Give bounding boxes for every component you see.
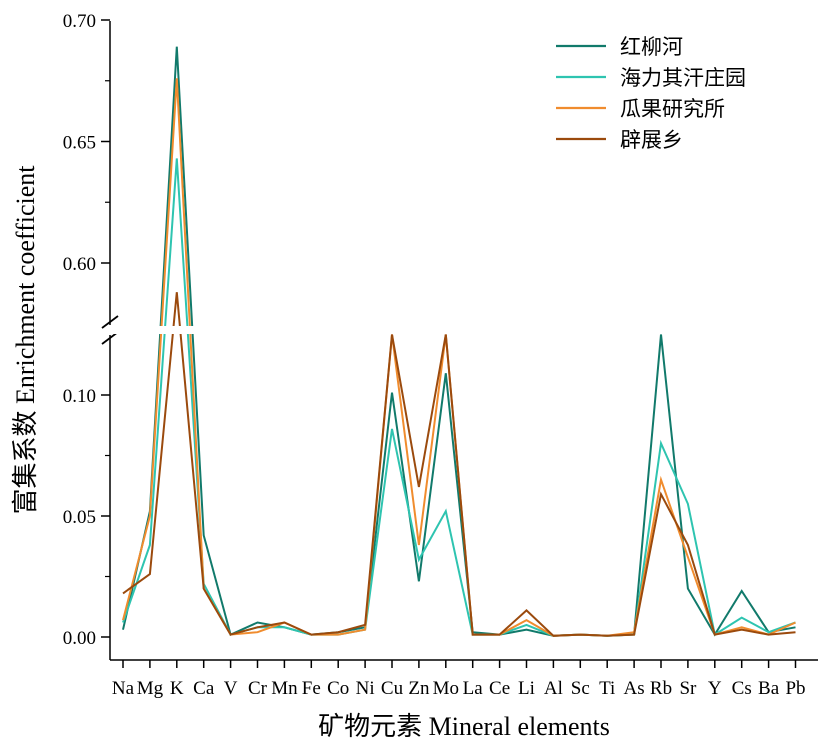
x-tick-label-al: Al [544,678,563,699]
y-tick-label: 0.05 [63,507,96,528]
y-axis-title: 富集系数 Enrichment coefficient [11,165,40,515]
x-tick-label-mn: Mn [271,678,298,699]
x-tick-label-co: Co [327,678,349,699]
x-tick-label-na: Na [112,678,135,699]
series-lines [122,46,796,637]
y-tick-label: 0.00 [63,628,96,649]
y-ticks: 0.00 0.05 0.10 0.60 0.65 0.70 [63,11,110,649]
x-tick-label-ba: Ba [758,678,780,699]
x-tick-label-cr: Cr [248,678,268,699]
x-tick-label-v: V [224,678,238,699]
x-tick-label-pb: Pb [785,678,805,699]
x-ticks: Na Mg K Ca V Cr Mn Fe Co Ni Cu Zn Mo La Ce Li Al Sc Ti As Rb… [112,660,806,699]
legend-label: 红柳河 [620,35,683,59]
x-tick-label-rb: Rb [650,678,672,699]
x-tick-label-mg: Mg [137,678,164,699]
x-tick-label-mo: Mo [433,678,459,699]
x-tick-label-as: As [624,678,645,699]
x-tick-label-y: Y [708,678,722,699]
plot-frame [101,21,818,661]
x-tick-label-ni: Ni [356,678,375,699]
x-axis-title: 矿物元素 Mineral elements [318,712,610,741]
legend-label: 辟展乡 [620,128,683,152]
series-line-3 [122,78,796,637]
x-tick-label-cs: Cs [732,678,752,699]
x-tick-label-la: La [463,678,484,699]
x-tick-label-sc: Sc [571,678,590,699]
x-tick-label-ca: Ca [193,678,215,699]
series-line-4 [122,292,796,637]
series-line-1 [122,46,796,637]
x-tick-label-k: K [170,678,184,699]
x-tick-label-sr: Sr [679,678,697,699]
x-tick-label-ce: Ce [489,678,510,699]
axis-break-slash [101,315,119,329]
legend-label: 瓜果研究所 [620,97,725,121]
axis-break-gap [111,326,819,334]
x-tick-label-zn: Zn [408,678,430,699]
y-tick-label: 0.65 [63,133,96,154]
x-tick-label-li: Li [518,678,535,699]
y-tick-label: 0.60 [63,254,96,275]
x-tick-label-ti: Ti [599,678,615,699]
x-tick-label-cu: Cu [381,678,404,699]
x-tick-label-fe: Fe [302,678,321,699]
y-tick-label: 0.70 [63,11,96,32]
legend-label: 海力其汗庄园 [620,66,746,90]
y-tick-label: 0.10 [63,386,96,407]
